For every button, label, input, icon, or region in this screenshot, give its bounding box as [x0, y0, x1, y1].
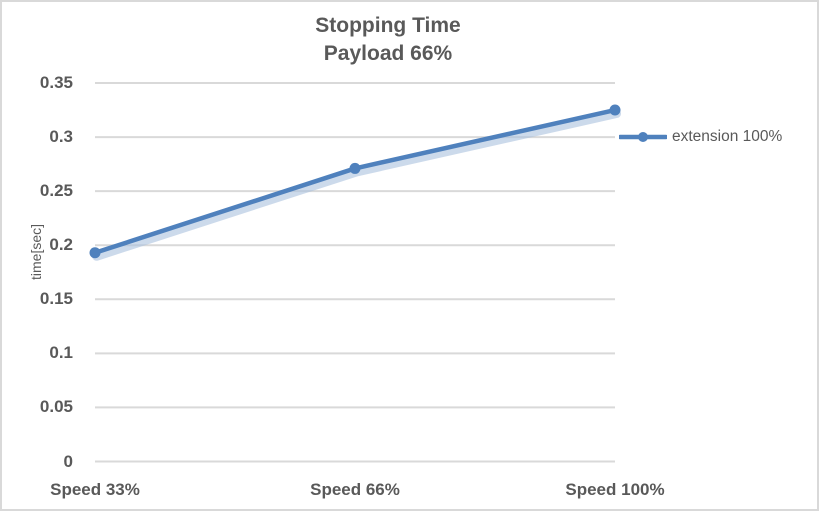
- x-tick-label: Speed 33%: [50, 480, 140, 499]
- y-tick-label: 0.1: [49, 343, 73, 363]
- data-point-marker: [89, 247, 101, 259]
- chart-title-line2: Payload 66%: [323, 42, 453, 65]
- data-point-marker: [349, 162, 361, 174]
- legend: extension 100%: [619, 128, 782, 146]
- chart-title: Stopping Time Payload 66%: [2, 12, 774, 68]
- y-tick-label: 0.05: [39, 397, 73, 417]
- y-tick-label: 0.35: [39, 73, 73, 92]
- data-point-marker: [609, 104, 621, 116]
- y-tick-label: 0: [63, 451, 73, 471]
- y-tick-label: 0.3: [49, 127, 73, 147]
- x-tick-label: Speed 66%: [310, 480, 400, 499]
- legend-series-marker-icon: [619, 132, 667, 142]
- x-tick-label: Speed 100%: [565, 480, 665, 499]
- y-tick-label: 0.2: [49, 235, 73, 255]
- series-line-shadow: [92, 109, 621, 261]
- y-tick-label: 0.25: [39, 181, 73, 201]
- y-tick-label: 0.15: [39, 289, 73, 309]
- legend-series-label: extension 100%: [672, 128, 783, 145]
- chart-title-line1: Stopping Time: [315, 14, 461, 37]
